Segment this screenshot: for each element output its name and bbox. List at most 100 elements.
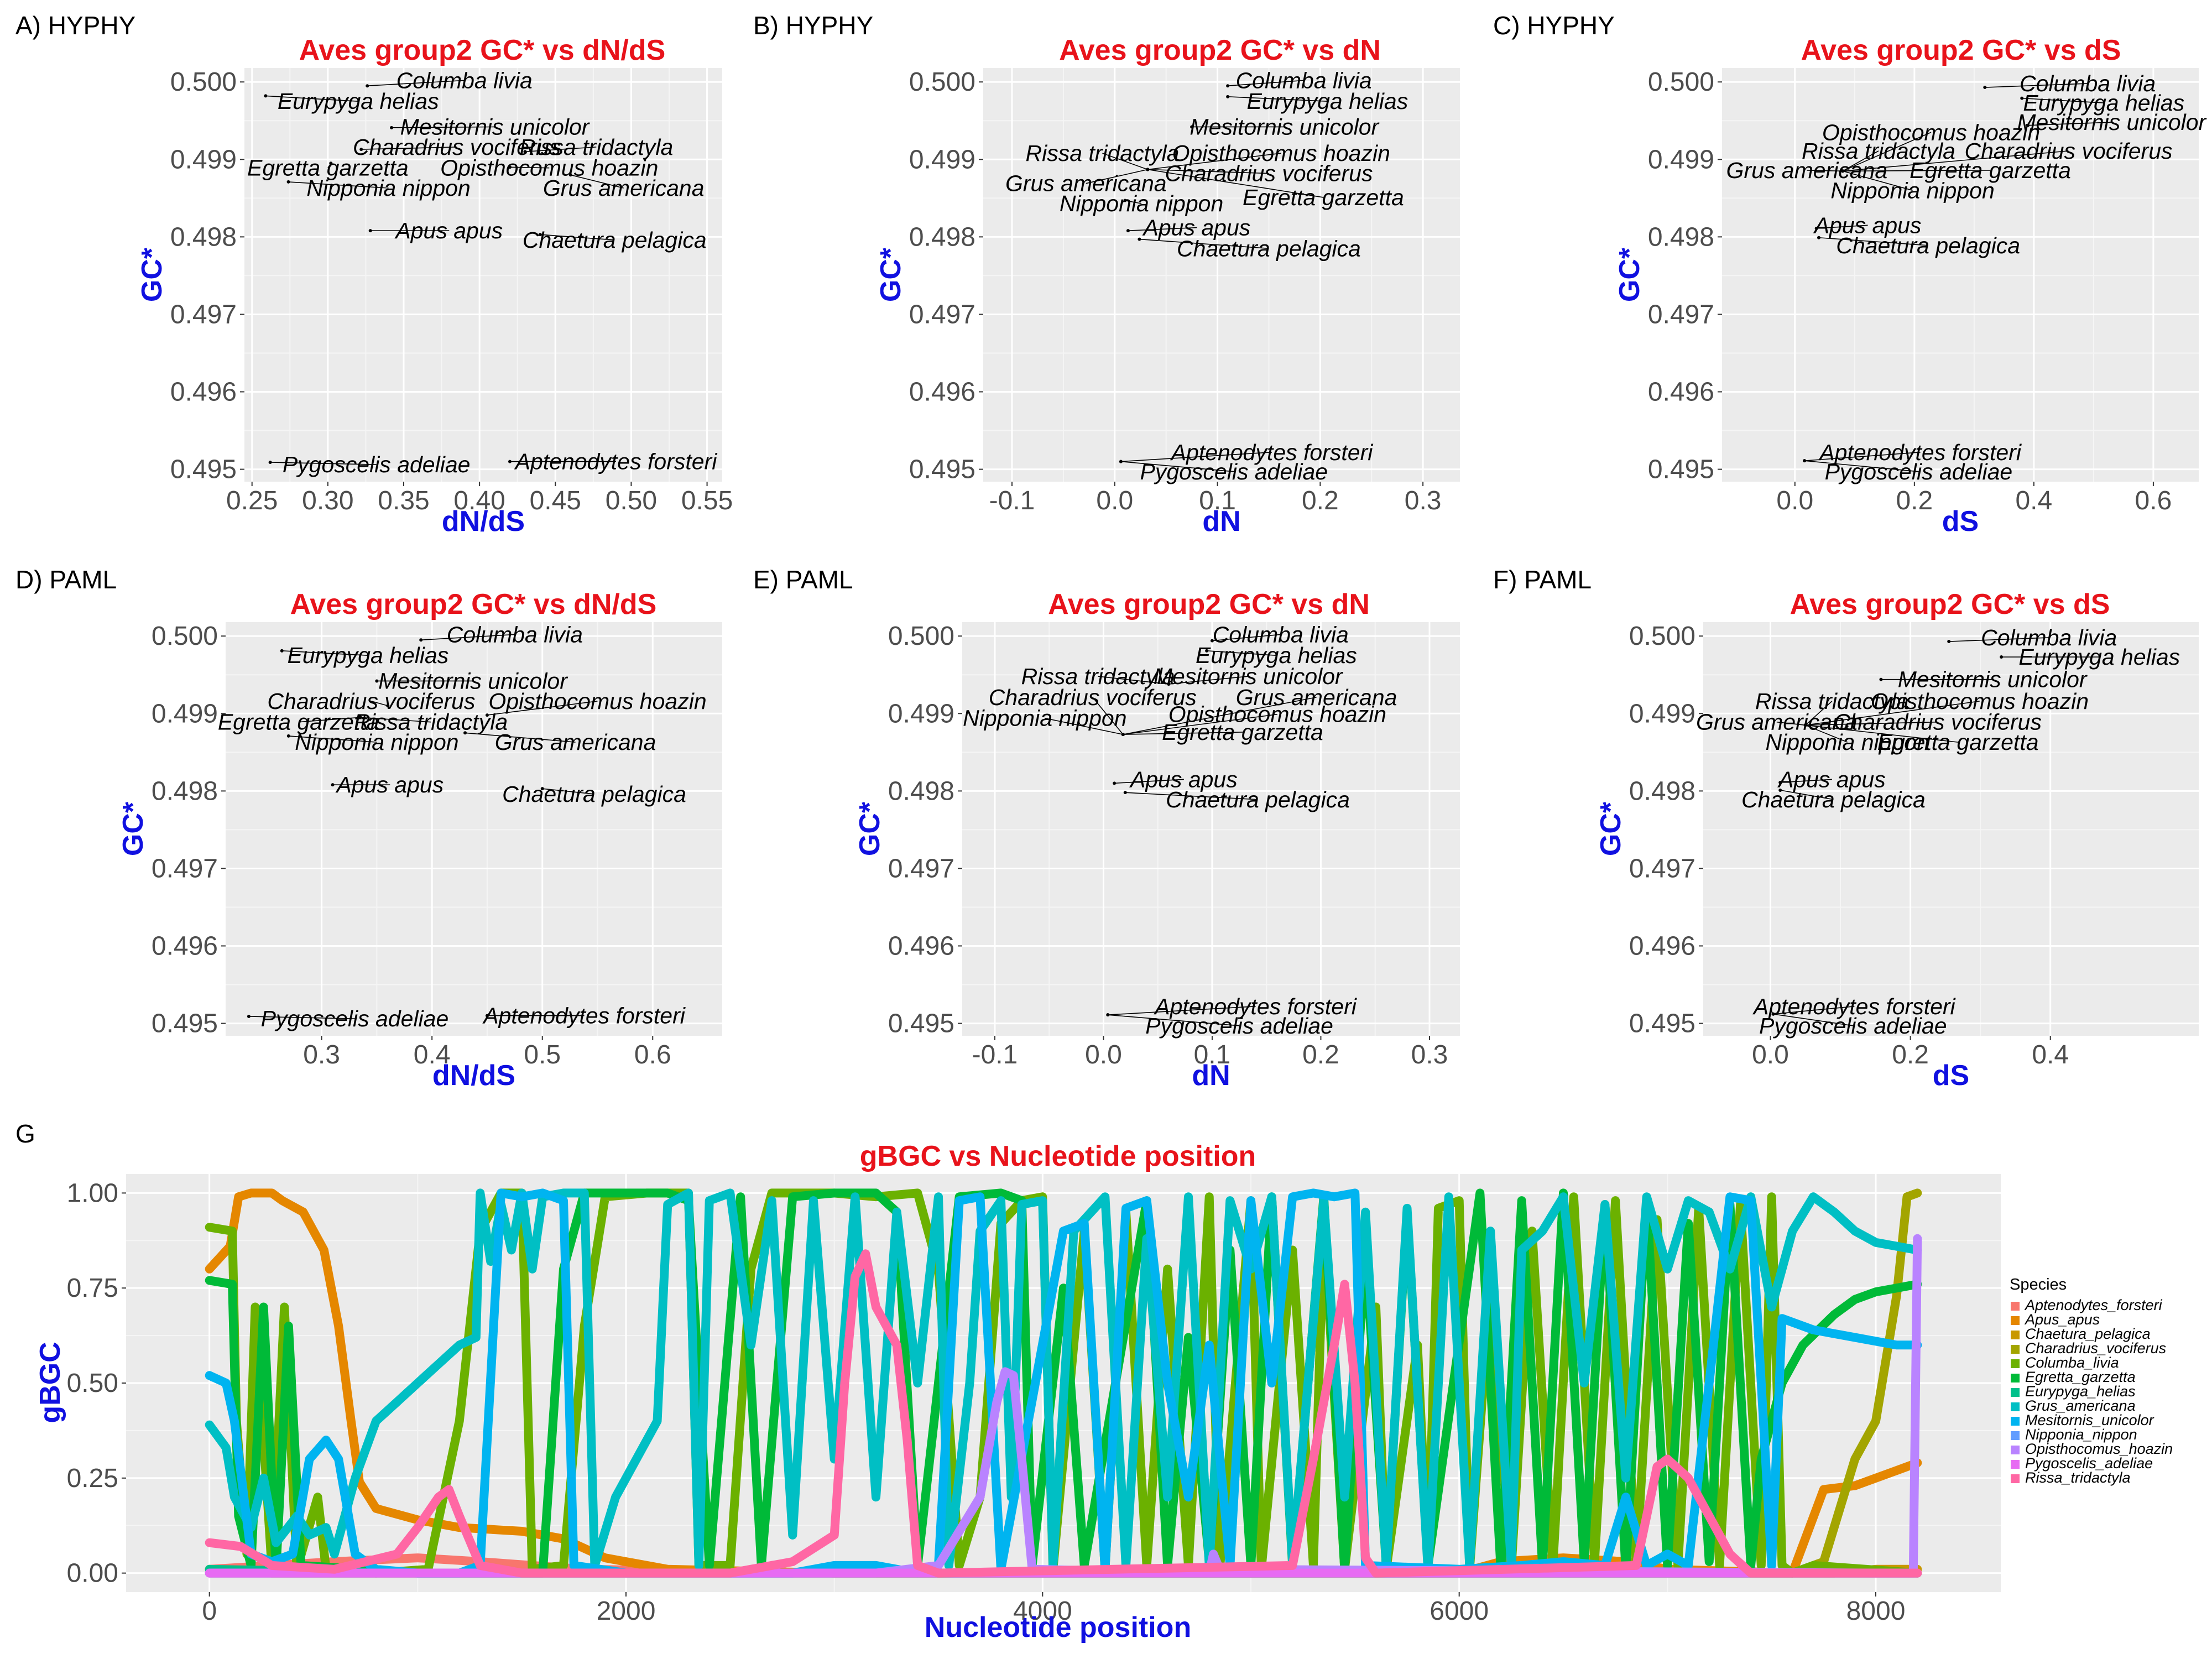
point-label: Apus apus: [1129, 766, 1238, 792]
legend-label: Egretta_garzetta: [2025, 1369, 2136, 1385]
label-leader-line: [540, 234, 615, 241]
y-tick-label: 0.495: [170, 455, 237, 484]
panel-label: F) PAML: [1493, 565, 1592, 594]
label-leader-line: [1086, 169, 1148, 184]
point-label: Egretta garzetta: [247, 155, 409, 181]
point-label: Apus apus: [1813, 212, 1922, 238]
y-tick-label: 0.496: [152, 932, 218, 961]
data-point: [2026, 123, 2030, 127]
point-label: Grus americana: [1696, 709, 1858, 735]
gridlines: [226, 622, 722, 1036]
point-label: Apus apus: [394, 218, 503, 243]
legend-swatch: [2011, 1431, 2020, 1440]
label-leader-line: [371, 701, 388, 707]
legend-label: Mesitornis_unicolor: [2025, 1412, 2154, 1428]
point-label: Rissa tridactyla: [1021, 664, 1175, 689]
point-label: Chaetura pelagica: [1741, 787, 1926, 812]
x-tick-label: 0.2: [1892, 1040, 1929, 1070]
data-point: [1803, 459, 1807, 463]
data-point: [485, 1014, 489, 1018]
x-axis: -0.1 0.0 0.1 0.2 0.3: [989, 482, 1441, 515]
label-leader-line: [1807, 170, 1843, 172]
legend-swatch: [2011, 1374, 2020, 1383]
point-label: Aptenodytes forsteri: [1153, 994, 1358, 1019]
x-tick-label: 2000: [597, 1597, 656, 1626]
data-point: [390, 126, 394, 129]
label-leader-line: [1045, 717, 1123, 735]
x-tick-label: 0.6: [634, 1040, 671, 1070]
legend-label: Charadrius_vociferus: [2025, 1340, 2166, 1357]
y-tick-label: 0.495: [909, 455, 975, 484]
y-tick-label: 0.496: [909, 378, 975, 407]
point-label: Columba livia: [1981, 625, 2117, 650]
legend-swatch: [2011, 1388, 2020, 1397]
y-axis-title: GC*: [854, 801, 886, 856]
point-label: Pygoscelis adeliae: [1140, 459, 1328, 484]
data-point: [286, 734, 290, 738]
legend-swatch: [2011, 1359, 2020, 1368]
label-leader-line: [367, 80, 465, 87]
point-label: Pygoscelis adeliae: [261, 1006, 449, 1031]
x-axis-title: Nucleotide position: [925, 1611, 1191, 1644]
label-leader-line: [1776, 721, 1806, 726]
point-label: Eurypyga helias: [1196, 643, 1357, 668]
y-tick-label: 0.50: [67, 1369, 118, 1398]
label-leader-line: [1120, 451, 1272, 462]
data-point: [1121, 733, 1125, 737]
y-tick-label: 0.495: [1629, 1009, 1695, 1039]
y-tick-label: 0.500: [1648, 67, 1714, 97]
label-leader-line: [1805, 701, 1980, 726]
x-axis-title: dS: [1942, 505, 1979, 538]
point-label: Charadrius vociferus: [353, 134, 561, 160]
label-leader-line: [1804, 460, 1919, 472]
point-label: Opisthocomus hoazin: [1168, 702, 1386, 727]
data-point: [358, 716, 362, 719]
label-leader-line: [1120, 461, 1234, 472]
chart-title: Aves group2 GC* vs dS: [1801, 34, 2121, 66]
label-leader-line: [288, 181, 389, 189]
label-leader-line: [542, 788, 594, 795]
data-point: [1879, 677, 1883, 681]
y-tick-label: 0.498: [888, 776, 954, 806]
point-label: Nipponia nippon: [295, 729, 458, 755]
point-label: Apus apus: [1777, 766, 1886, 792]
chart-title: Aves group2 GC* vs dN: [1048, 588, 1370, 620]
chart-title: Aves group2 GC* vs dN: [1059, 34, 1381, 66]
point-label: Eurypyga helias: [288, 643, 449, 668]
point-label: Egretta garzetta: [1877, 729, 2039, 755]
label-leader-line: [360, 717, 431, 723]
x-tick-label: 0.45: [530, 486, 581, 515]
point-label: Opisthocomus hoazin: [1871, 688, 2089, 714]
y-tick-label: 0.500: [909, 67, 975, 97]
point-label: Aptenodytes forsteri: [514, 449, 718, 474]
data-point: [463, 731, 467, 735]
label-leader-line: [1228, 80, 1304, 87]
chart-title: Aves group2 GC* vs dN/dS: [290, 588, 657, 620]
legend-label: Columba_livia: [2025, 1354, 2119, 1371]
label-leader-line: [1805, 721, 1938, 726]
point-label: Grus americana: [1005, 171, 1167, 196]
label-leader-line: [1842, 170, 1913, 191]
data-point: [1947, 640, 1951, 644]
x-tick-label: 0.30: [302, 486, 353, 515]
point-label: Egretta garzetta: [1162, 719, 1323, 745]
label-leader-line: [1114, 779, 1184, 784]
point-label: Aptenodytes forsteri: [482, 1003, 686, 1029]
y-axis: 0.495 0.496 0.497 0.498 0.499 0.500: [888, 622, 962, 1039]
data-point: [1983, 86, 1987, 90]
y-tick-label: 0.500: [152, 622, 218, 651]
point-label: Nipponia nippon: [1060, 191, 1223, 216]
data-point: [1226, 95, 1230, 98]
x-tick-label: 0.25: [226, 486, 278, 515]
y-tick-label: 0.497: [1629, 854, 1695, 883]
label-leader-line: [1773, 1013, 1853, 1026]
y-axis-title: GC*: [136, 247, 168, 302]
y-tick-label: 1.00: [67, 1178, 118, 1208]
label-leader-line: [1092, 697, 1124, 735]
point-label: Charadrius vociferus: [1965, 138, 2173, 164]
x-axis: 0.0 0.2 0.4 0.6: [1776, 482, 2172, 515]
x-tick-label: 0.4: [414, 1040, 451, 1070]
point-label: Chaetura pelagica: [523, 227, 707, 253]
